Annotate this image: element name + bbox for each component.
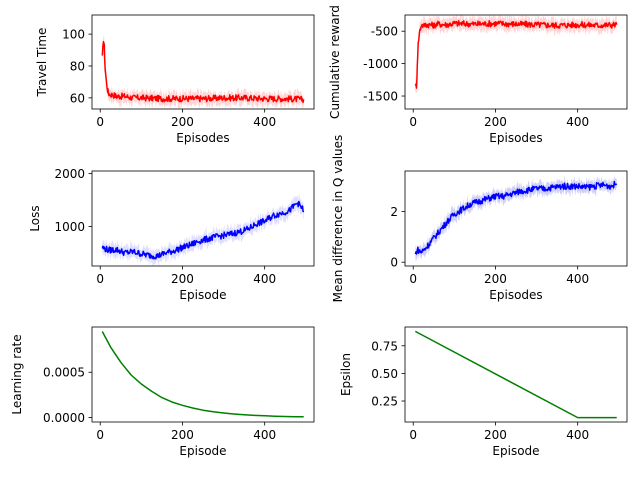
series-line [101, 200, 305, 260]
axes-frame [91, 326, 315, 423]
y-tick-label: 80 [70, 59, 85, 73]
axes-frame [404, 170, 628, 267]
x-tick-label: 0 [409, 115, 417, 129]
y-tick-label: 0 [390, 256, 398, 270]
x-tick-label: 200 [171, 428, 194, 442]
x-tick-label: 0 [409, 428, 417, 442]
y-axis-label: Travel Time [35, 28, 49, 98]
y-tick-label: -500 [371, 25, 398, 39]
chart-panel-2: 0 200 400 -1500 -1000 -500 Episodes Cumulative … [328, 5, 628, 145]
y-tick-label: -1000 [363, 57, 398, 71]
series-line [414, 180, 618, 255]
x-tick-label: 400 [253, 272, 276, 286]
x-axis-label: Episodes [489, 131, 542, 145]
x-axis-label: Episodes [489, 288, 542, 302]
x-tick-label: 0 [96, 115, 104, 129]
y-tick-label: 0.75 [371, 339, 398, 353]
x-tick-label: 200 [484, 428, 507, 442]
plot-area-2 [414, 15, 618, 93]
series-line [101, 331, 304, 418]
y-tick-label: 2 [390, 205, 398, 219]
y-tick-label: 0.0000 [43, 411, 85, 425]
x-axis-label: Episode [179, 444, 226, 458]
chart-panel-1: 0 200 400 60 80 100 Episodes Travel Time [35, 14, 315, 145]
x-tick-label: 400 [253, 428, 276, 442]
x-tick-label: 0 [409, 272, 417, 286]
plot-area-4 [414, 174, 618, 263]
x-axis-label: Episode [179, 288, 226, 302]
y-tick-label: 0.25 [371, 395, 398, 409]
plot-area-3 [101, 193, 305, 266]
x-tick-label: 0 [96, 272, 104, 286]
axes-frame [91, 170, 315, 267]
y-tick-label: 0.0005 [43, 366, 85, 380]
series-line [414, 330, 617, 419]
y-axis-label: Epsilon [339, 353, 353, 396]
x-axis-label: Episode [492, 444, 539, 458]
x-tick-label: 400 [253, 115, 276, 129]
chart-panel-3: 0 200 400 1000 2000 Episode Loss [28, 167, 315, 302]
y-axis-label: Cumulative reward [328, 5, 342, 119]
axes-frame [404, 14, 628, 110]
axes-frame [404, 326, 628, 423]
x-tick-label: 200 [171, 272, 194, 286]
series-line [414, 20, 618, 89]
chart-panel-4: 0 200 400 0 2 Episodes Mean difference in Q va… [331, 135, 628, 303]
chart-panel-5: 0 200 400 0.0000 0.0005 Episode Learning rate [10, 326, 315, 458]
y-tick-label: 100 [62, 28, 85, 42]
confidence-band [102, 35, 304, 109]
y-axis-label: Learning rate [10, 334, 24, 414]
x-tick-label: 400 [566, 428, 589, 442]
y-axis-label: Loss [28, 205, 42, 231]
y-tick-label: -1500 [363, 90, 398, 104]
y-tick-label: 1000 [54, 220, 85, 234]
series-line [101, 40, 305, 104]
x-axis-label: Episodes [176, 131, 229, 145]
x-tick-label: 400 [566, 272, 589, 286]
x-tick-label: 200 [484, 115, 507, 129]
plot-area-1 [101, 35, 305, 109]
y-axis-label: Mean difference in Q values [331, 135, 345, 303]
x-tick-label: 400 [566, 115, 589, 129]
y-tick-label: 60 [70, 91, 85, 105]
x-tick-label: 0 [96, 428, 104, 442]
y-tick-label: 2000 [54, 167, 85, 181]
plot-area-6 [414, 330, 617, 419]
x-tick-label: 200 [484, 272, 507, 286]
axes-frame [91, 14, 315, 110]
y-tick-label: 0.50 [371, 367, 398, 381]
chart-panel-6: 0 200 400 0.25 0.50 0.75 Episode Epsilon [339, 326, 628, 458]
confidence-band [102, 193, 304, 266]
x-tick-label: 200 [171, 115, 194, 129]
plot-area-5 [101, 331, 304, 418]
